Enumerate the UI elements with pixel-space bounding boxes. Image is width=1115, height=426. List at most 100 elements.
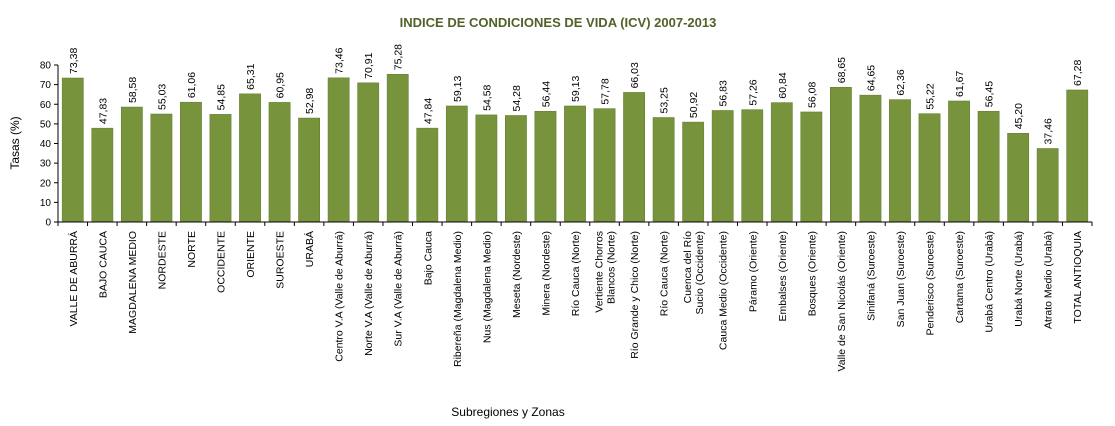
bar (652, 117, 675, 223)
data-label: 68,65 (836, 57, 848, 83)
x-category-label: Urabá Norte (Urabá) (1013, 231, 1025, 327)
bar (416, 127, 439, 223)
data-label: 54,28 (511, 85, 523, 111)
data-label: 56,83 (718, 80, 730, 106)
bar (1007, 133, 1030, 223)
bar (445, 105, 468, 223)
x-category-label: Minera (Nordeste) (540, 231, 552, 316)
bar (859, 94, 882, 223)
data-label: 64,65 (865, 65, 877, 91)
data-label: 52,98 (304, 88, 316, 114)
bar (977, 110, 1000, 223)
x-category-label: NORTE (186, 231, 198, 268)
x-category-label: Sinifaná (Suroeste) (865, 231, 877, 321)
data-label: 61,06 (186, 72, 198, 98)
y-tick-label: 70 (40, 80, 52, 91)
x-category-label: Páramo (Oriente) (747, 231, 759, 312)
x-category-label: NORDESTE (156, 231, 168, 289)
data-label: 50,92 (688, 92, 700, 118)
bar (918, 113, 941, 223)
y-tick-label: 80 (40, 61, 52, 72)
bar (593, 108, 616, 223)
x-category-label: Embalses (Oriente) (777, 231, 789, 321)
data-label: 58,58 (127, 77, 139, 103)
bar (948, 100, 970, 223)
bar (770, 102, 793, 223)
bar (120, 106, 143, 223)
x-category-label: Valle de San Nicolás (Oriente) (836, 231, 848, 371)
x-category-label: BAJO CAUCA (97, 231, 109, 298)
bar (889, 99, 911, 223)
bar (1036, 148, 1059, 223)
bar (61, 77, 84, 223)
bar (741, 109, 764, 223)
data-label: 54,85 (215, 84, 227, 110)
x-category-label: Río Grande y Chico (Norte) (629, 231, 641, 359)
x-category-label: Vertiente ChorrosBlancos (Norte) (594, 231, 618, 313)
x-category-label: Nus (Magdalena Medio) (481, 231, 493, 343)
x-category-label: Urabá Centro (Urabá) (984, 231, 996, 333)
bar (505, 115, 527, 223)
data-label: 37,46 (1043, 118, 1055, 144)
bar (239, 93, 261, 223)
bar (180, 101, 202, 223)
data-label: 47,84 (422, 98, 434, 124)
x-category-label: MAGDALENA MEDIO (127, 231, 139, 334)
x-category-label: Penderisco (Suroeste) (925, 231, 937, 335)
x-category-label: Cartama (Suroeste) (954, 231, 966, 323)
bar (682, 121, 705, 223)
x-category-label: Cuenca del RíoSucio (Occidente) (682, 231, 706, 315)
data-label: 75,28 (393, 44, 405, 70)
bar (150, 113, 173, 223)
y-axis: 0 10 20 30 40 50 60 70 80 (40, 61, 58, 229)
x-axis: VALLE DE ABURRÁ BAJO CAUCA MAGDALENA MEDIO… (57, 222, 1093, 371)
x-category-label: URABÁ (303, 231, 316, 267)
bar (327, 77, 350, 223)
x-category-label: Norte V.A (Valle de Aburrá) (363, 231, 375, 356)
data-label: 73,38 (68, 48, 80, 74)
x-category-label: OCCIDENTE (215, 231, 227, 293)
data-labels: 73,38 47,83 58,58 55,03 61,06 54,85 65,31 60,95… (68, 44, 1084, 145)
bar (357, 82, 380, 223)
bar (386, 74, 409, 223)
data-label: 59,13 (570, 76, 582, 102)
data-label: 54,58 (481, 84, 493, 110)
data-label: 66,03 (629, 62, 641, 88)
data-label: 53,25 (659, 87, 671, 113)
y-tick-label: 60 (40, 100, 52, 111)
y-tick-label: 40 (40, 139, 52, 150)
x-category-label: Atrato Medio (Urabá) (1043, 231, 1055, 329)
bar (475, 114, 498, 223)
data-label: 59,13 (452, 76, 464, 102)
x-category-label: Bosques (Oriente) (806, 231, 818, 316)
data-label: 55,03 (156, 84, 168, 110)
data-label: 56,44 (540, 81, 552, 107)
bar (91, 127, 114, 223)
data-label: 57,26 (747, 79, 759, 105)
data-label: 65,31 (245, 63, 257, 89)
x-category-label: Bajo Cauca (422, 231, 434, 285)
data-label: 60,84 (777, 72, 789, 98)
data-label: 70,91 (363, 52, 375, 78)
y-axis-title: Tasas (%) (8, 116, 22, 169)
bar (830, 87, 852, 223)
x-category-label: Río Cauca (Norte) (659, 231, 671, 316)
bar (623, 92, 645, 223)
data-label: 56,08 (806, 82, 818, 108)
bar (564, 105, 586, 223)
y-tick-label: 20 (40, 178, 52, 189)
data-label: 62,36 (895, 69, 907, 95)
data-label: 60,95 (275, 72, 287, 98)
x-category-label: San Juan (Suroeste) (895, 231, 907, 327)
bar (298, 117, 320, 223)
y-tick-label: 50 (40, 119, 52, 130)
x-axis-title: Subregiones y Zonas (451, 405, 564, 419)
x-category-label: VALLE DE ABURRÁ (67, 231, 80, 327)
bar (268, 102, 291, 223)
data-label: 45,20 (1013, 103, 1025, 129)
bar (1066, 89, 1089, 223)
data-label: 67,28 (1072, 60, 1084, 86)
x-category-label: Cauca Medio (Occidente) (718, 231, 730, 350)
data-label: 47,83 (97, 98, 109, 124)
y-tick-label: 10 (40, 198, 52, 209)
